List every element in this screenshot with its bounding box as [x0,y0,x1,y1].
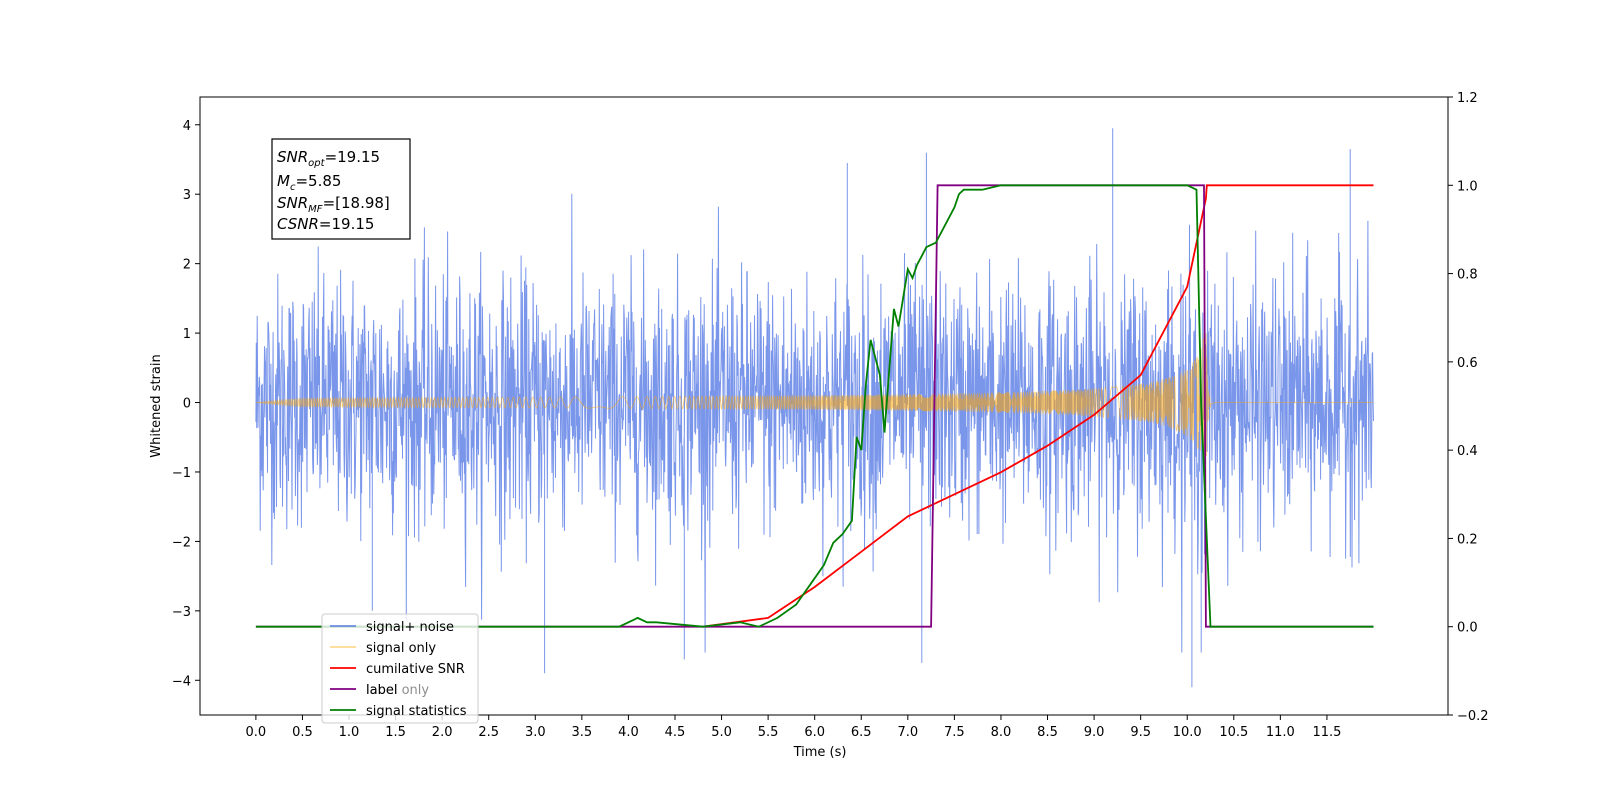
annotation-snr-opt-value: =19.15 [325,148,381,166]
x-tick-label: 11.0 [1266,725,1295,740]
x-tick-label: 0.5 [292,725,313,740]
stats-annotation-box: SNRopt=19.15 Mc=5.85 SNRMF=[18.98] CSNR=… [271,138,411,240]
y-tick-label: 3 [183,188,191,203]
y2-tick-label: −0.2 [1457,709,1489,724]
y-tick-label: −3 [172,605,191,620]
x-tick-label: 10.0 [1173,725,1202,740]
x-tick-label: 2.0 [432,725,453,740]
x-tick-label: 2.5 [478,725,499,740]
annotation-snr-opt: SNRopt=19.15 [277,148,380,169]
y2-tick-label: 1.2 [1457,91,1478,106]
y2-tick-label: 0.8 [1457,268,1478,283]
y-tick-label: −4 [172,674,191,689]
x-tick-label: 5.5 [758,725,779,740]
y2-tick-label: 0.0 [1457,621,1478,636]
legend-label: signal+ noise [366,620,454,635]
y-axis-label: Whitened strain [149,354,164,457]
y2-tick-label: 0.2 [1457,532,1478,547]
x-tick-label: 1.5 [385,725,406,740]
x-tick-label: 1.0 [339,725,360,740]
plot-frame [199,96,1449,716]
annotation-snr-mf-value: =[18.98] [323,194,390,212]
series-cumilative-snr-line [702,184,1374,628]
x-tick-label: 3.5 [572,725,593,740]
x-axis-label: Time (s) [793,745,847,760]
series-signal-statistics-line [255,184,1374,628]
axes: 0.0 0.5 1.0 1.5 2.0 2.5 3.0 3.5 4.0 4.5 5.0 5.5 6.0 6… [172,91,1489,740]
y-tick-label: 1 [183,327,191,342]
x-tick-label: 5.0 [711,725,732,740]
plot-area [255,128,1374,688]
x-tick-label: 9.0 [1084,725,1105,740]
x-tick-label: 6.0 [804,725,825,740]
x-tick-label: 0.0 [246,725,267,740]
x-tick-label: 11.5 [1312,725,1341,740]
annotation-mc-value: =5.85 [295,172,341,190]
x-tick-label: 10.5 [1219,725,1248,740]
x-tick-label: 4.0 [618,725,639,740]
x-tick-label: 7.5 [944,725,965,740]
annotation-snr-mf: SNRMF=[18.98] [277,194,390,215]
x-tick-label: 4.5 [665,725,686,740]
y-tick-label: −2 [172,535,191,550]
x-tick-label: 3.0 [525,725,546,740]
legend-label: signal only [366,641,436,656]
annotation-mc: Mc=5.85 [277,172,341,193]
y2-tick-label: 1.0 [1457,179,1478,194]
y2-tick-label: 0.4 [1457,444,1478,459]
x-tick-label: 9.5 [1130,725,1151,740]
y2-tick-label: 0.6 [1457,356,1478,371]
annotation-csnr-value: =19.15 [319,215,375,233]
x-tick-label: 8.5 [1037,725,1058,740]
y-tick-label: 0 [183,397,191,412]
legend-label: signal statistics [366,704,467,719]
x-tick-label: 6.5 [851,725,872,740]
x-tick-label: 7.0 [897,725,918,740]
legend-overlap-text: label only [366,683,429,698]
y-tick-label: 4 [183,119,191,134]
x-tick-label: 8.0 [991,725,1012,740]
annotation-csnr: CSNR=19.15 [277,215,374,233]
y-tick-label: 2 [183,258,191,273]
legend: label only signal+ noise signal only cumil… [321,613,479,724]
legend-label: cumilative SNR [366,662,465,677]
legend-label: label [366,683,397,698]
series-signal-only-line [255,333,1374,483]
y-tick-label: −1 [172,466,191,481]
